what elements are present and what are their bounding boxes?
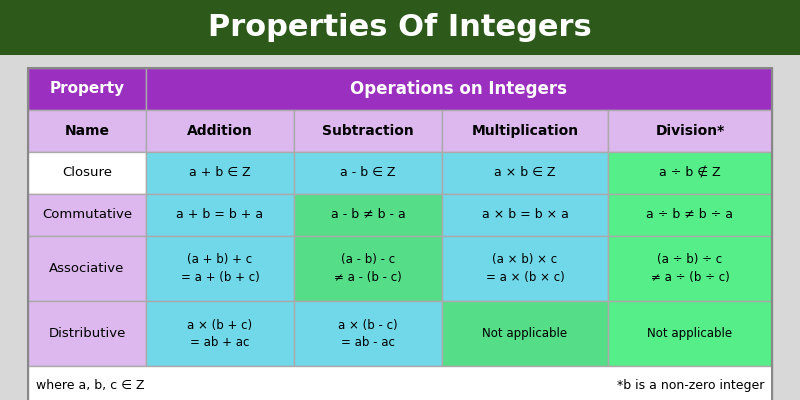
Text: Operations on Integers: Operations on Integers [350,80,567,98]
Text: Properties Of Integers: Properties Of Integers [208,13,592,42]
Bar [28,68,772,400]
Bar [608,152,772,194]
Bar [294,152,442,194]
Bar [0,0,800,55]
Text: Multiplication: Multiplication [471,124,578,138]
Text: Subtraction: Subtraction [322,124,414,138]
Text: (a - b) - c
≠ a - (b - c): (a - b) - c ≠ a - (b - c) [334,254,402,284]
Text: Division*: Division* [655,124,725,138]
Bar [28,301,146,366]
Text: Associative: Associative [50,262,125,275]
Text: *b is a non-zero integer: *b is a non-zero integer [617,378,764,392]
Text: Closure: Closure [62,166,112,180]
Text: (a × b) × c
= a × (b × c): (a × b) × c = a × (b × c) [486,254,564,284]
Bar [608,301,772,366]
Text: a ÷ b ≠ b ÷ a: a ÷ b ≠ b ÷ a [646,208,734,222]
Bar [442,236,608,301]
Bar [146,236,294,301]
Text: where a, b, c ∈ Z: where a, b, c ∈ Z [36,378,145,392]
Text: (a ÷ b) ÷ c
≠ a ÷ (b ÷ c): (a ÷ b) ÷ c ≠ a ÷ (b ÷ c) [650,254,730,284]
Bar [294,194,442,236]
Text: a × (b - c)
= ab - ac: a × (b - c) = ab - ac [338,318,398,348]
Bar [442,152,608,194]
Bar [294,301,442,366]
Bar [146,152,294,194]
Bar [608,236,772,301]
Bar [146,301,294,366]
Bar [28,194,146,236]
Bar [28,236,146,301]
Text: Not applicable: Not applicable [482,327,567,340]
Text: Distributive: Distributive [48,327,126,340]
Bar [294,236,442,301]
Bar [294,110,442,152]
Text: Addition: Addition [187,124,253,138]
Text: Commutative: Commutative [42,208,132,222]
Bar [28,152,146,194]
Bar [442,301,608,366]
Text: a + b ∈ Z: a + b ∈ Z [189,166,251,180]
Text: a × (b + c)
= ab + ac: a × (b + c) = ab + ac [187,318,253,348]
Text: a - b ∈ Z: a - b ∈ Z [340,166,396,180]
Bar [28,366,772,400]
Bar [146,68,772,110]
Bar [146,194,294,236]
Bar [28,110,146,152]
Bar [442,194,608,236]
Text: (a + b) + c
= a + (b + c): (a + b) + c = a + (b + c) [181,254,259,284]
Text: Property: Property [50,82,125,96]
Bar [608,110,772,152]
Text: a × b = b × a: a × b = b × a [482,208,569,222]
Text: a + b = b + a: a + b = b + a [177,208,263,222]
Text: Name: Name [65,124,110,138]
Text: a - b ≠ b - a: a - b ≠ b - a [330,208,406,222]
Text: Not applicable: Not applicable [647,327,733,340]
Bar [28,68,146,110]
Bar [146,110,294,152]
Text: a ÷ b ∉ Z: a ÷ b ∉ Z [659,166,721,180]
Bar [608,194,772,236]
Text: a × b ∈ Z: a × b ∈ Z [494,166,556,180]
Bar [442,110,608,152]
